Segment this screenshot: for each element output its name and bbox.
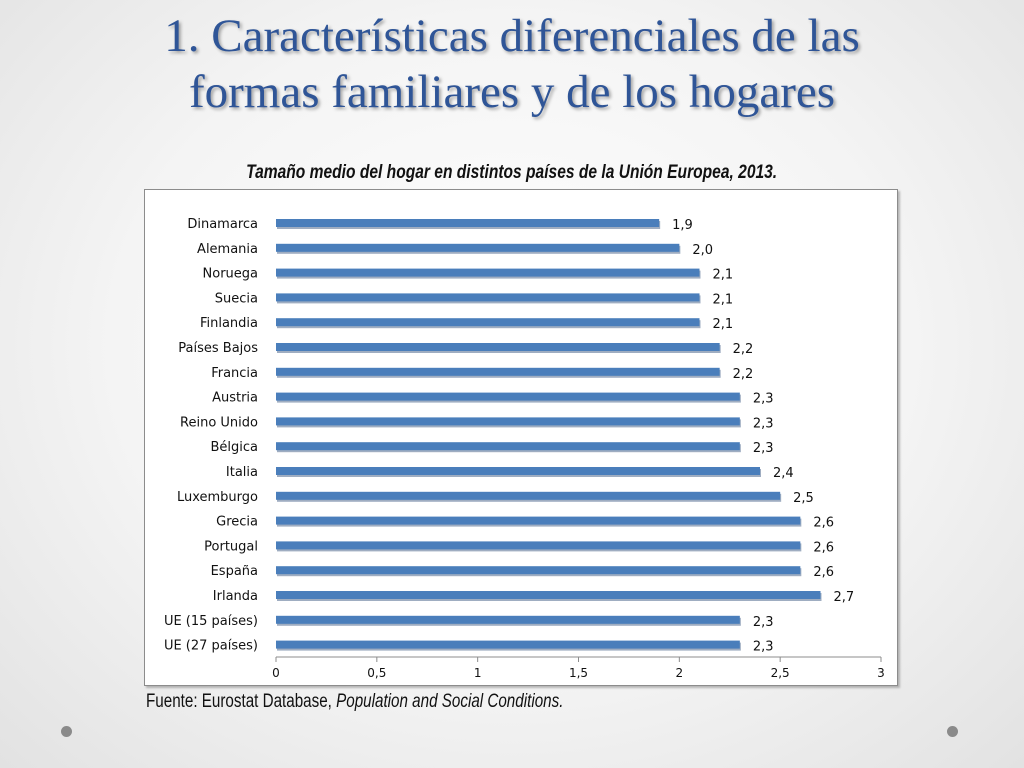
x-tick-label: 0,5 [367, 666, 386, 680]
data-label: 2,3 [753, 441, 774, 456]
bar [276, 243, 680, 252]
data-label: 2,2 [733, 367, 754, 382]
slide-title: 1. Características diferenciales de las … [0, 8, 1024, 120]
bar [276, 318, 700, 327]
category-label: Países Bajos [178, 341, 258, 356]
bar [276, 442, 740, 451]
bar [276, 293, 700, 302]
category-label: UE (27 países) [164, 639, 258, 654]
category-label: Suecia [215, 291, 258, 306]
category-label: Portugal [204, 539, 258, 554]
x-tick-label: 2 [676, 666, 684, 680]
decorative-dot-left [61, 726, 72, 737]
bar-chart: Dinamarca 1,9 Alemania 2,0 Noruega 2,1 Suecia 2… [164, 217, 885, 680]
bar [276, 268, 700, 277]
data-label: 2,0 [692, 243, 713, 258]
bar [276, 367, 720, 376]
bar [276, 392, 740, 401]
data-label: 2,3 [753, 392, 774, 407]
bar [276, 591, 821, 599]
data-label: 2,3 [753, 615, 774, 630]
bar [276, 541, 801, 550]
source-note: Fuente: Eurostat Database, Population an… [146, 689, 754, 715]
data-label: 2,1 [713, 268, 734, 283]
category-label: Bélgica [210, 440, 258, 455]
data-label: 2,3 [753, 416, 774, 431]
data-label: 2,2 [733, 342, 754, 357]
category-label: Austria [212, 391, 258, 406]
bar [276, 491, 781, 500]
chart-title-container: Tamaño medio del hogar en distintos país… [92, 160, 932, 186]
category-label: Grecia [216, 515, 258, 530]
category-label: Dinamarca [187, 217, 258, 232]
category-label: Italia [226, 465, 258, 480]
chart-title: Tamaño medio del hogar en distintos país… [246, 162, 778, 183]
data-label: 2,6 [813, 516, 834, 531]
bar [276, 516, 801, 525]
slide-title-line-2: formas familiares y de los hogares [188, 66, 836, 118]
category-label: Luxemburgo [177, 490, 258, 505]
data-label: 2,5 [793, 491, 814, 506]
category-label: Alemania [197, 242, 258, 257]
category-label: Finlandia [200, 316, 258, 331]
category-label: Francia [211, 366, 258, 381]
bar [276, 343, 720, 351]
category-label: España [211, 564, 258, 579]
data-label: 2,6 [813, 565, 834, 580]
bar [276, 640, 740, 649]
data-label: 2,1 [713, 292, 734, 307]
chart-frame: Dinamarca 1,9 Alemania 2,0 Noruega 2,1 Suecia 2… [144, 189, 898, 686]
data-label: 2,3 [753, 640, 774, 655]
category-label: Noruega [203, 267, 258, 282]
x-tick-label: 1 [474, 666, 482, 680]
data-label: 2,4 [773, 466, 794, 481]
x-tick-label: 1,5 [569, 666, 588, 680]
decorative-dot-right [947, 726, 958, 737]
data-label: 1,9 [672, 218, 693, 233]
bar [276, 467, 760, 475]
data-label: 2,1 [713, 317, 734, 332]
slide-title-line-1: 1. Características diferenciales de las [164, 10, 860, 62]
bar [276, 615, 740, 624]
category-label: UE (15 países) [164, 614, 258, 629]
x-tick-label: 0 [272, 666, 280, 680]
data-label: 2,7 [834, 590, 855, 605]
category-label: Reino Unido [180, 415, 258, 430]
bar [276, 566, 801, 575]
category-label: Irlanda [213, 589, 258, 604]
bar [276, 417, 740, 426]
bar [276, 219, 660, 227]
source-italic: Population and Social Conditions. [336, 691, 564, 712]
x-tick-label: 3 [877, 666, 885, 680]
source-prefix: Fuente: Eurostat Database, [146, 691, 337, 712]
x-tick-label: 2,5 [771, 666, 790, 680]
data-label: 2,6 [813, 540, 834, 555]
